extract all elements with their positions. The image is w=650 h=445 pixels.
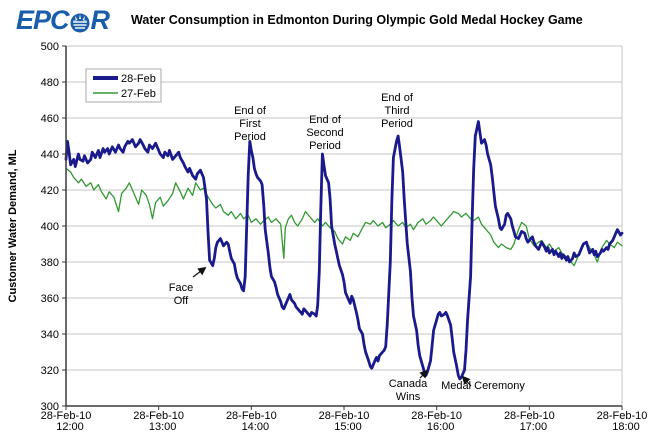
epcor-logo-text-post: R [90,4,110,35]
annotation-end-of-third-period: End of [381,92,414,104]
y-tick-label: 440 [41,149,59,161]
y-axis-title: Customer Water Demand, ML [7,149,19,302]
legend-label-27-feb: 27-Feb [121,88,156,100]
annotation-medal-ceremony: Medal Ceremony [441,380,525,392]
x-tick-label-date: 28-Feb-10 [319,410,370,422]
annotation-arrow-medal-ceremony [461,375,472,387]
x-tick-label-time: 18:00 [612,421,640,433]
annotation-end-of-first-period: End of [234,105,267,117]
y-tick-label: 460 [41,113,59,125]
legend-label-28-feb: 28-Feb [121,73,156,85]
annotation-canada-wins: Wins [396,391,421,403]
x-tick-label-time: 17:00 [520,421,548,433]
y-tick-label: 320 [41,365,59,377]
epcor-logo: EPC R [16,4,110,35]
annotation-canada-wins: Canada [389,378,428,390]
page-title: Water Consumption in Edmonton During Oly… [131,13,583,27]
y-tick-label: 500 [41,41,59,53]
annotation-end-of-second-period: End of [309,114,342,126]
x-tick-label-date: 28-Feb-10 [133,410,184,422]
epcor-globe-icon [70,11,90,33]
y-tick-label: 300 [41,401,59,413]
annotation-arrow-canada-wins [419,369,429,379]
series-line-27-feb [65,167,623,267]
x-tick-label-date: 28-Feb-10 [597,410,648,422]
x-tick-label-time: 12:00 [56,421,84,433]
x-tick-label-date: 28-Feb-10 [504,410,555,422]
header: EPC R Water Consumption in Edmonton Durin… [0,0,650,40]
annotation-face-off: Face [169,282,193,294]
series-line-28-feb [64,120,624,381]
x-tick-label-time: 16:00 [427,421,455,433]
y-tick-label: 480 [41,77,59,89]
x-tick-label-date: 28-Feb-10 [226,410,277,422]
annotation-end-of-third-period: Period [381,118,413,130]
y-tick-label: 340 [41,329,59,341]
legend-box [85,68,162,103]
y-tick-label: 360 [41,293,59,305]
x-tick-label-time: 15:00 [334,421,362,433]
x-tick-label-date: 28-Feb-10 [41,410,92,422]
x-tick-label-time: 13:00 [149,421,177,433]
annotation-end-of-first-period: Period [234,131,266,143]
y-tick-label: 380 [41,257,59,269]
annotation-end-of-first-period: First [239,118,260,130]
y-tick-label: 400 [41,221,59,233]
annotation-face-off: Off [174,295,189,307]
annotation-end-of-second-period: Period [309,140,341,152]
annotation-end-of-second-period: Second [306,127,343,139]
x-tick-label-time: 14:00 [242,421,270,433]
x-tick-label-date: 28-Feb-10 [411,410,462,422]
y-tick-label: 420 [41,185,59,197]
annotation-end-of-third-period: Third [384,105,409,117]
annotation-arrow-face-off [192,266,207,278]
epcor-logo-text-pre: EPC [16,4,70,35]
